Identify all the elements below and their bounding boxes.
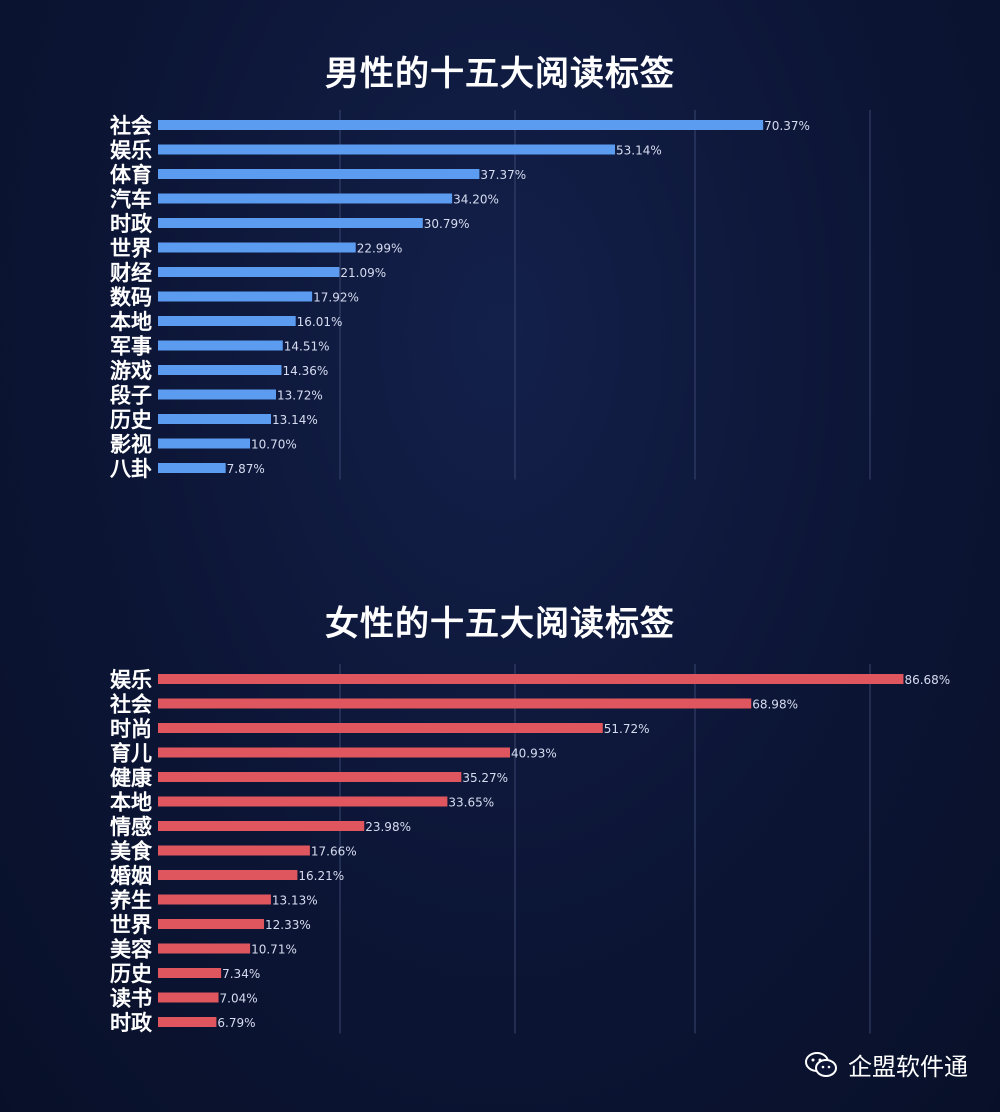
women-category-label: 本地	[110, 791, 152, 815]
men-category-label: 社会	[109, 114, 152, 138]
women-bar	[158, 698, 752, 709]
men-value-label: 53.14%	[616, 144, 662, 158]
women-value-label: 10.71%	[251, 943, 297, 957]
men-bar	[158, 340, 283, 351]
men-value-label: 70.37%	[764, 119, 810, 133]
men-category-label: 军事	[110, 335, 152, 359]
women-category-label: 养生	[109, 889, 152, 913]
women-value-label: 13.13%	[272, 894, 318, 908]
men-value-label: 17.92%	[313, 291, 359, 305]
men-bar	[158, 242, 356, 253]
men-value-label: 34.20%	[453, 193, 499, 207]
women-category-label: 时尚	[110, 717, 152, 741]
men-category-label: 财经	[110, 261, 152, 285]
men-value-label: 16.01%	[297, 315, 343, 329]
wechat-icon	[805, 1051, 837, 1077]
women-bar	[158, 919, 265, 929]
men-category-label: 历史	[110, 408, 153, 432]
women-bar	[158, 992, 219, 1003]
women-category-label: 娱乐	[110, 668, 152, 692]
men-category-label: 娱乐	[110, 139, 152, 163]
women-value-label: 12.33%	[265, 918, 311, 932]
women-value-label: 17.66%	[311, 845, 357, 859]
men-category-label: 段子	[110, 384, 152, 408]
women-chart-title: 女性的十五大阅读标签	[325, 604, 675, 644]
men-category-label: 汽车	[110, 188, 152, 212]
women-category-label: 读书	[110, 987, 152, 1011]
men-bar	[158, 414, 272, 424]
women-category-label: 时政	[110, 1011, 153, 1035]
women-bar	[158, 821, 365, 831]
women-bar	[158, 723, 603, 733]
women-reading-tags-chart: 娱乐 86.68% 社会 68.98% 时尚 51.72% 育儿 40.93% 健康 35.27%…	[109, 664, 950, 1035]
women-bar	[158, 772, 462, 782]
watermark: 企盟软件通	[804, 1047, 968, 1082]
women-category-label: 育儿	[110, 742, 152, 766]
watermark-text: 企盟软件通	[848, 1053, 968, 1081]
women-bar	[158, 870, 298, 880]
men-category-label: 世界	[110, 237, 152, 261]
men-value-label: 13.72%	[277, 389, 323, 403]
women-bar	[158, 796, 448, 807]
women-category-label: 社会	[109, 693, 152, 717]
women-bar	[158, 747, 510, 758]
women-category-label: 世界	[110, 913, 152, 937]
men-bar	[158, 218, 423, 228]
men-value-label: 22.99%	[357, 242, 403, 256]
women-bar	[158, 894, 271, 905]
men-category-label: 本地	[110, 310, 152, 334]
men-bar	[158, 144, 616, 155]
women-value-label: 7.34%	[222, 967, 260, 981]
men-bar	[158, 291, 313, 302]
women-category-label: 健康	[110, 766, 153, 790]
men-value-label: 7.87%	[227, 462, 265, 476]
women-value-label: 35.27%	[462, 771, 508, 785]
women-bar	[158, 943, 251, 954]
women-bar	[158, 968, 222, 978]
women-value-label: 86.68%	[904, 673, 950, 687]
women-category-label: 婚姻	[110, 864, 152, 888]
women-value-label: 7.04%	[220, 992, 258, 1006]
women-value-label: 68.98%	[752, 698, 798, 712]
women-bar	[158, 674, 904, 684]
men-bar	[158, 193, 453, 204]
men-reading-tags-chart: 社会 70.37% 娱乐 53.14% 体育 37.37% 汽车 34.20% 时政 30.79%…	[109, 110, 871, 481]
women-value-label: 23.98%	[365, 820, 411, 834]
men-category-label: 体育	[110, 163, 152, 187]
women-category-label: 美容	[110, 938, 152, 962]
men-value-label: 37.37%	[480, 168, 526, 182]
men-value-label: 30.79%	[424, 217, 470, 231]
men-bar	[158, 120, 764, 130]
men-category-label: 游戏	[110, 359, 152, 383]
men-chart-title: 男性的十五大阅读标签	[325, 54, 675, 94]
women-bar	[158, 845, 310, 856]
men-value-label: 10.70%	[251, 438, 297, 452]
women-category-label: 历史	[110, 962, 153, 986]
men-bar	[158, 267, 340, 277]
women-value-label: 51.72%	[604, 722, 650, 736]
men-category-label: 数码	[110, 286, 152, 310]
men-value-label: 14.36%	[282, 364, 328, 378]
men-value-label: 21.09%	[340, 266, 386, 280]
women-category-label: 情感	[110, 815, 152, 839]
men-category-label: 时政	[110, 212, 153, 236]
men-bar	[158, 463, 226, 473]
men-bar	[158, 169, 480, 179]
men-bar	[158, 438, 251, 449]
men-category-label: 影视	[110, 433, 152, 457]
women-category-label: 美食	[110, 840, 153, 864]
men-bar	[158, 389, 276, 400]
women-value-label: 16.21%	[298, 869, 344, 883]
men-value-label: 13.14%	[272, 413, 318, 427]
women-bar	[158, 1017, 217, 1027]
men-bar	[158, 316, 296, 326]
women-value-label: 33.65%	[448, 796, 494, 810]
men-bar	[158, 365, 282, 375]
women-value-label: 40.93%	[511, 747, 557, 761]
women-value-label: 6.79%	[217, 1016, 255, 1030]
men-value-label: 14.51%	[284, 340, 330, 354]
men-category-label: 八卦	[110, 457, 152, 481]
